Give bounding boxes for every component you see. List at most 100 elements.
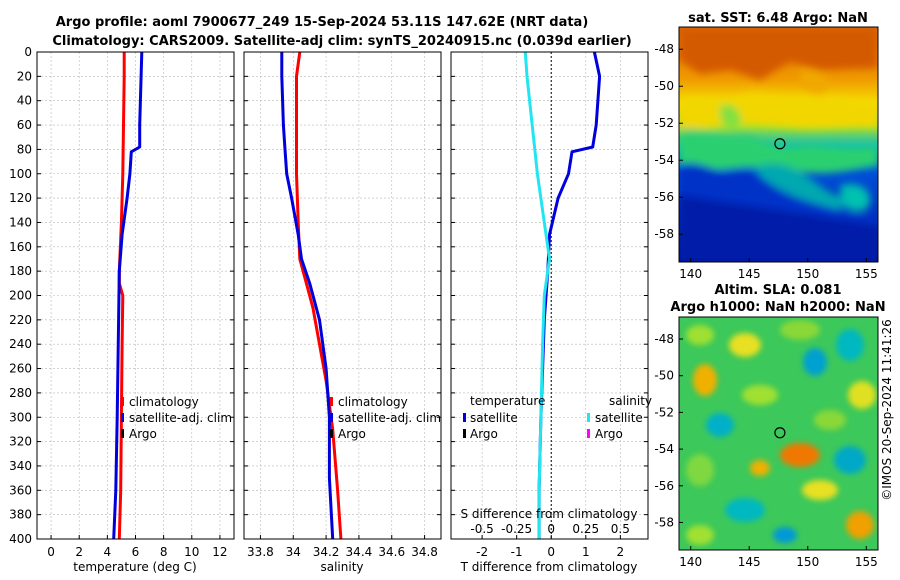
salinity-xlabel: salinity xyxy=(320,560,363,574)
figure-title-line1: Argo profile: aoml 7900677_249 15-Sep-20… xyxy=(56,15,589,30)
map-y-tick-label: -52 xyxy=(654,116,674,130)
legend-swatch-satellite xyxy=(330,413,333,422)
x-tick-label: 34.6 xyxy=(378,545,405,559)
x-tick-label: 33.8 xyxy=(247,545,274,559)
difference-panel: -2 -1 0 1 2 -0.5 -0.25 0 0.25 0.5 xyxy=(450,51,649,559)
figure-title-line2: Climatology: CARS2009. Satellite-adj cli… xyxy=(52,34,631,49)
series-line-satellite-adj-clim xyxy=(280,52,335,539)
legend-label-argo: Argo xyxy=(129,427,157,441)
plot-frame xyxy=(450,51,649,540)
map-y-tick-label: -56 xyxy=(654,479,674,493)
x-tick-label: 34.2 xyxy=(313,545,340,559)
sla-map-field xyxy=(679,317,878,550)
depth-tick-label: 80 xyxy=(17,142,32,156)
map-x-tick-label: 155 xyxy=(855,267,878,281)
sst-map: sat. SST: 6.48 Argo: NaN 140 145 150 155 -48… xyxy=(654,11,879,281)
x-tick-label: -1 xyxy=(511,545,523,559)
map-x-tick-label: 150 xyxy=(796,267,819,281)
legend-label-temp-argo: Argo xyxy=(470,427,498,441)
top-tick-label: -0.5 xyxy=(470,522,493,536)
depth-tick-label: 400 xyxy=(9,532,32,546)
map-x-tick-label: 140 xyxy=(679,267,702,281)
legend-swatch-argo xyxy=(330,429,333,438)
legend-label-sal-argo: Argo xyxy=(595,427,623,441)
depth-tick-label: 280 xyxy=(9,386,32,400)
top-tick-label: 0.25 xyxy=(572,522,599,536)
sla-features xyxy=(686,320,876,545)
x-tick-label: 1 xyxy=(582,545,590,559)
depth-tick-label: 120 xyxy=(9,191,32,205)
depth-tick-label: 140 xyxy=(9,215,32,229)
x-tick-label: 10 xyxy=(184,545,199,559)
legend-label-sal-satellite: satellite xyxy=(595,411,643,425)
depth-tick-label: 0 xyxy=(24,45,32,59)
legend-label-satellite: satellite-adj. clim xyxy=(338,411,441,425)
depth-axis: 0 20 40 60 80 100 120 140 160 180 200 220 240 260 280 3… xyxy=(9,45,32,546)
map-y-tick-label: -48 xyxy=(654,332,674,346)
top-tick-label: 0 xyxy=(547,522,555,536)
map-x-tick-label: 140 xyxy=(679,555,702,569)
sst-map-axes: 140 145 150 155 -48 -50 -52 -54 -56 -58 xyxy=(654,42,877,281)
legend-label-climatology: climatology xyxy=(129,395,199,409)
x-tick-label: 2 xyxy=(75,545,83,559)
difference-xlabel: T difference from climatology xyxy=(460,560,638,574)
legend-label-climatology: climatology xyxy=(338,395,408,409)
legend-swatch-argo xyxy=(121,429,124,438)
legend-swatch-satellite xyxy=(121,413,124,422)
top-tick-label: -0.25 xyxy=(501,522,532,536)
map-x-tick-label: 145 xyxy=(738,555,761,569)
depth-tick-label: 360 xyxy=(9,483,32,497)
sst-features xyxy=(679,27,878,262)
depth-tick-label: 100 xyxy=(9,167,32,181)
copyright-stamp: ©IMOS 20-Sep-2024 11:41:26 xyxy=(880,319,894,501)
sst-map-frame xyxy=(678,26,879,263)
map-y-tick-label: -48 xyxy=(654,42,674,56)
x-tick-label: 34.8 xyxy=(411,545,438,559)
x-tick-label: 0 xyxy=(47,545,55,559)
x-tick-label: 34 xyxy=(286,545,301,559)
depth-tick-label: 20 xyxy=(17,69,32,83)
depth-tick-label: 260 xyxy=(9,362,32,376)
legend-swatch-climatology xyxy=(121,397,124,406)
series-line-satellite-salinity xyxy=(523,52,551,539)
sla-map-axes: 140 145 150 155 -48 -50 -52 -54 -56 -58 xyxy=(654,332,877,569)
plot-frame xyxy=(243,51,442,540)
sst-argo-location-marker xyxy=(774,138,786,150)
legend-swatch-sal-satellite xyxy=(587,413,590,422)
sla-map: Altim. SLA: 0.081 Argo h1000: NaN h2000:… xyxy=(654,283,885,569)
map-y-tick-label: -54 xyxy=(654,442,674,456)
depth-tick-label: 340 xyxy=(9,459,32,473)
depth-tick-label: 180 xyxy=(9,264,32,278)
sst-map-field xyxy=(679,27,878,262)
legend-header-salinity: salinity xyxy=(609,394,652,408)
map-y-tick-label: -50 xyxy=(654,369,674,383)
map-y-tick-label: -54 xyxy=(654,153,674,167)
salinity-panel: 33.8 34 34.2 34.4 34.6 34.8 xyxy=(243,51,442,559)
legend-swatch-temp-argo xyxy=(463,429,466,438)
legend-swatch-climatology xyxy=(330,397,333,406)
sla-map-title-line1: Altim. SLA: 0.081 xyxy=(715,283,842,298)
legend-label-argo: Argo xyxy=(338,427,366,441)
depth-tick-label: 200 xyxy=(9,289,32,303)
map-x-tick-label: 150 xyxy=(796,555,819,569)
depth-tick-label: 300 xyxy=(9,410,32,424)
x-tick-label: 0 xyxy=(547,545,555,559)
map-y-tick-label: -52 xyxy=(654,405,674,419)
x-tick-label: 6 xyxy=(132,545,140,559)
sst-map-title: sat. SST: 6.48 Argo: NaN xyxy=(688,11,868,26)
map-y-tick-label: -58 xyxy=(654,515,674,529)
x-tick-label: 12 xyxy=(212,545,227,559)
series-line-satellite-adj-clim xyxy=(112,52,144,539)
legend-swatch-sal-argo xyxy=(587,429,590,438)
map-x-tick-label: 145 xyxy=(738,267,761,281)
x-tick-label: 2 xyxy=(617,545,625,559)
legend-label-satellite: satellite-adj. clim xyxy=(129,411,232,425)
depth-tick-label: 40 xyxy=(17,94,32,108)
depth-tick-label: 240 xyxy=(9,337,32,351)
map-y-tick-label: -58 xyxy=(654,227,674,241)
salinity-legend: climatology satellite-adj. clim Argo xyxy=(330,395,441,441)
map-x-tick-label: 155 xyxy=(855,555,878,569)
map-y-tick-label: -50 xyxy=(654,79,674,93)
temperature-legend: climatology satellite-adj. clim Argo xyxy=(121,395,232,441)
